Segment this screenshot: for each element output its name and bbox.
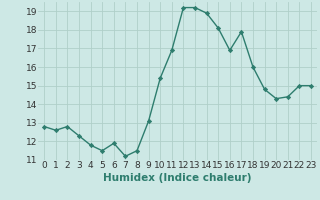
X-axis label: Humidex (Indice chaleur): Humidex (Indice chaleur) [103, 173, 252, 183]
